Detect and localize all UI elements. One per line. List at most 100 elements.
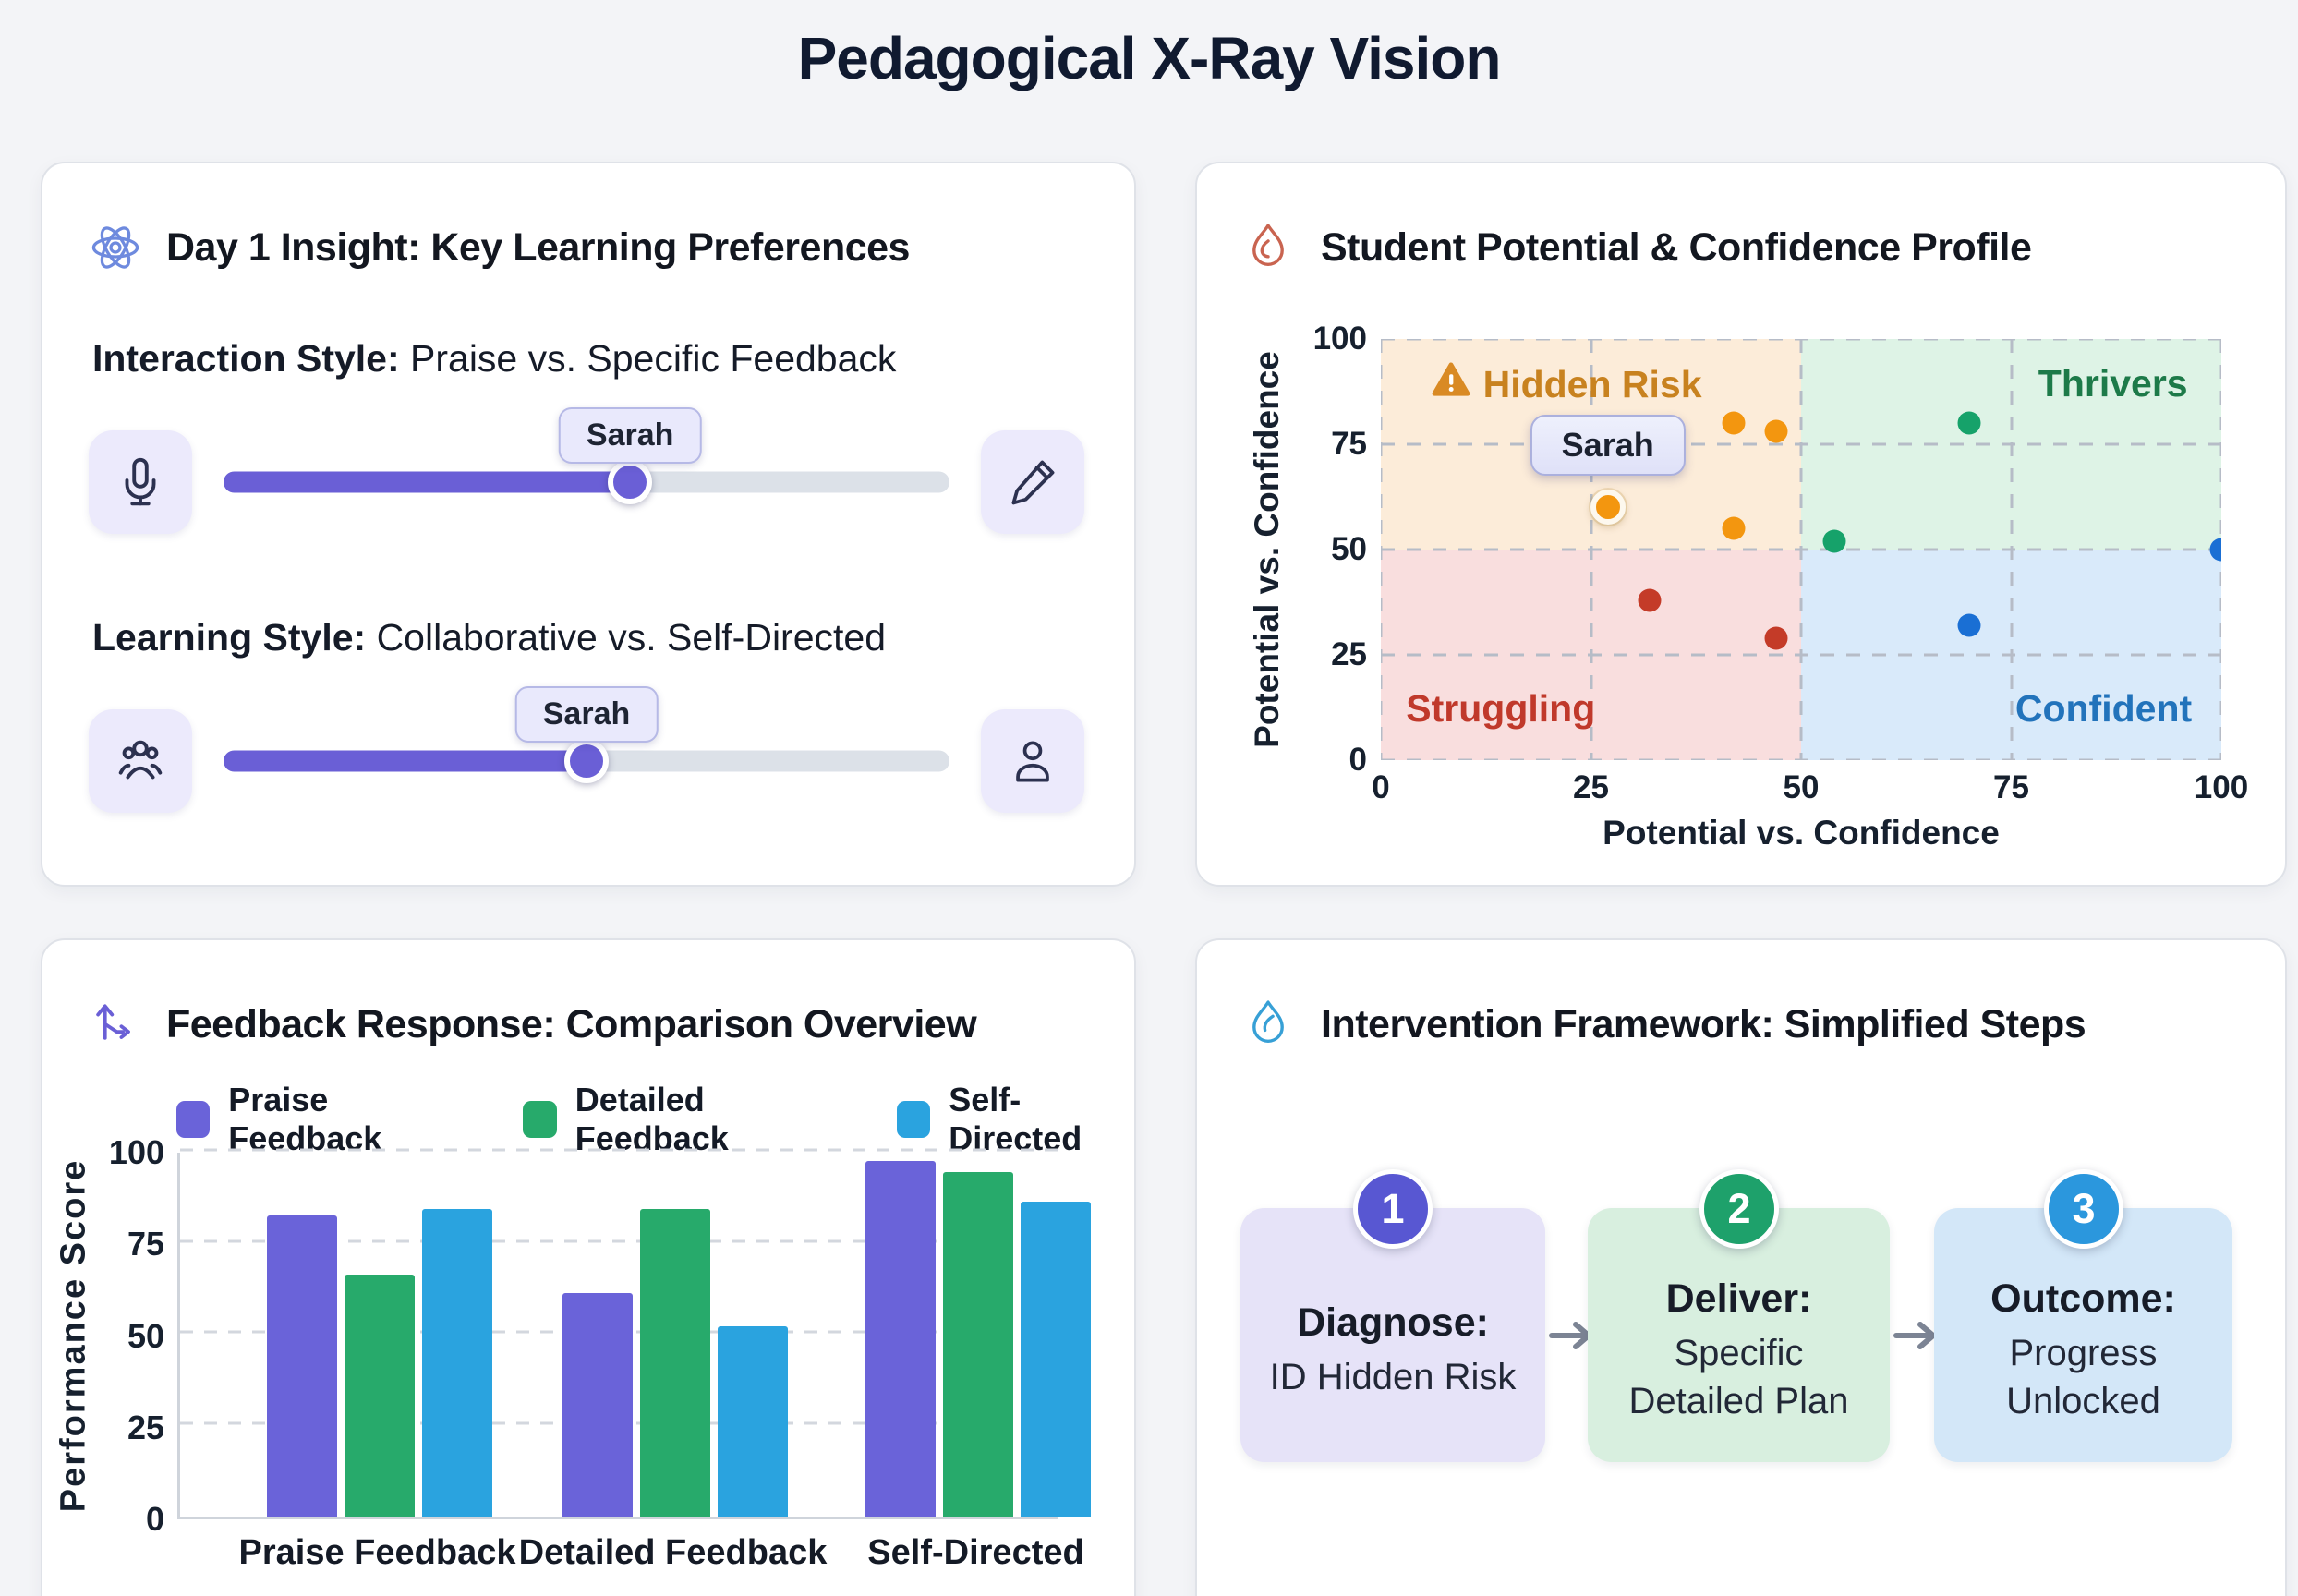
- gridline: [2010, 339, 2013, 760]
- gridline: [1381, 548, 2221, 551]
- bar-praise-feedback: [562, 1292, 633, 1517]
- y-tick-label: 0: [1349, 742, 1367, 778]
- scatter-point-sarah: [1590, 490, 1626, 526]
- legend-swatch: [897, 1101, 931, 1138]
- quadrant-label-struggling: Struggling: [1406, 687, 1595, 731]
- step-3-card: Outcome: Progress Unlocked: [1934, 1208, 2232, 1462]
- legend-label: Detailed Feedback: [574, 1081, 729, 1157]
- panel-potential-confidence: Student Potential & Confidence Profile P…: [1195, 162, 2287, 887]
- x-tick-label: 0: [1372, 769, 1390, 805]
- category-label: Praise Feedback: [238, 1533, 516, 1572]
- step-1-title: Diagnose:: [1297, 1300, 1489, 1345]
- step-2-number: 2: [1699, 1169, 1779, 1249]
- y-tick-label: 75: [1331, 426, 1367, 462]
- legend-label: Praise Feedback: [228, 1081, 382, 1157]
- people-group-icon[interactable]: [89, 709, 192, 813]
- quadrant-label-text: Hidden Risk: [1482, 362, 1702, 405]
- category-label: Self-Directed: [867, 1533, 1084, 1572]
- step-2-line: Detailed Plan: [1628, 1381, 1849, 1421]
- scatter-point-thrivers-students: [1957, 411, 1981, 435]
- step-1-line: ID Hidden Risk: [1269, 1357, 1517, 1397]
- panel2-title: Student Potential & Confidence Profile: [1321, 224, 2032, 270]
- person-icon[interactable]: [981, 709, 1084, 813]
- panel1-header: Day 1 Insight: Key Learning Preferences: [89, 221, 910, 274]
- quadrant-label-confident: Confident: [2015, 687, 2192, 731]
- bar-category-labels: Praise Feedback Detailed Feedback Self-Dir…: [177, 1533, 1084, 1579]
- bar-praise-feedback: [267, 1215, 337, 1517]
- x-tick-label: 50: [1783, 769, 1820, 805]
- step-2-card: Deliver: Specific Detailed Plan: [1588, 1208, 1890, 1462]
- scatter-y-ticks: 0 25 50 75 100: [1286, 320, 1367, 778]
- y-tick-label: 100: [1312, 320, 1367, 357]
- slider-fill: [224, 471, 631, 493]
- slider-fill: [224, 750, 587, 772]
- scatter-plot-area: Hidden Risk Thrivers Struggling Confident Sa…: [1381, 339, 2221, 760]
- step-2-title: Deliver:: [1665, 1276, 1812, 1321]
- legend-swatch: [176, 1101, 211, 1138]
- step-3-number: 3: [2044, 1169, 2123, 1249]
- microphone-icon[interactable]: [89, 430, 192, 534]
- y-tick-label: 50: [127, 1316, 164, 1355]
- slider-handle[interactable]: [564, 739, 609, 783]
- x-tick-label: 100: [2194, 769, 2249, 805]
- route-arrows-icon: [89, 998, 142, 1051]
- learning-style-label: Learning Style: Collaborative vs. Self-D…: [92, 616, 887, 659]
- interaction-style-label: Interaction Style: Praise vs. Specific F…: [92, 337, 897, 380]
- panel4-header: Intervention Framework: Simplified Steps: [1243, 998, 2086, 1051]
- scatter-x-axis-label: Potential vs. Confidence: [1603, 814, 2000, 852]
- blue-flame-icon: [1243, 998, 1297, 1051]
- step-1-card: Diagnose: ID Hidden Risk: [1240, 1208, 1545, 1462]
- gridline: [1381, 758, 2221, 760]
- slider-handle[interactable]: [608, 460, 653, 504]
- legend-item-praise-feedback[interactable]: Praise Feedback: [176, 1081, 466, 1158]
- x-tick-label: 75: [1993, 769, 2029, 805]
- y-tick-label: 50: [1331, 531, 1367, 567]
- scatter-point-confident-students: [2209, 538, 2221, 562]
- quadrant-label-text: Struggling: [1406, 687, 1596, 731]
- scatter-point-hidden-risk-students: [1764, 419, 1788, 443]
- pencil-icon[interactable]: [981, 430, 1084, 534]
- sarah-tooltip: Sarah: [1530, 415, 1686, 477]
- bar-group-praise-feedback: [267, 1208, 492, 1517]
- bar-self-directed: [1021, 1201, 1091, 1517]
- gridline: [1381, 653, 2221, 657]
- legend-label: Self-Directed: [949, 1081, 1082, 1157]
- panel3-header: Feedback Response: Comparison Overview: [89, 998, 977, 1051]
- bar-detailed-feedback: [943, 1171, 1013, 1517]
- sarah-tooltip: Sarah: [514, 686, 659, 743]
- arrow-right-icon: [1893, 1317, 1941, 1354]
- page-title: Pedagogical X-Ray Vision: [797, 25, 1502, 91]
- learning-style-slider[interactable]: Sarah: [224, 686, 949, 818]
- scatter-y-axis-label: Potential vs. Confidence: [1248, 351, 1286, 748]
- panel2-header: Student Potential & Confidence Profile: [1243, 221, 2032, 274]
- step-2-line: Specific: [1674, 1333, 1804, 1373]
- step-1-number: 1: [1353, 1169, 1433, 1249]
- panel-feedback-comparison: Feedback Response: Comparison Overview P…: [41, 938, 1136, 1596]
- warning-icon: [1432, 362, 1470, 406]
- legend-swatch: [523, 1101, 557, 1138]
- panel1-title: Day 1 Insight: Key Learning Preferences: [166, 224, 910, 270]
- bar-self-directed: [718, 1325, 788, 1517]
- atom-icon: [89, 221, 142, 274]
- bar-plot-area: [177, 1148, 1091, 1519]
- bar-group-detailed-feedback: [562, 1208, 788, 1517]
- interaction-style-slider[interactable]: Sarah: [224, 407, 949, 539]
- bar-praise-feedback: [865, 1160, 936, 1517]
- quadrant-label-thrivers: Thrivers: [2038, 362, 2188, 405]
- scatter-x-ticks: 0 25 50 75 100: [1372, 769, 2248, 810]
- gridline: [180, 1239, 1058, 1242]
- step-3-line: Unlocked: [2006, 1381, 2160, 1421]
- quadrant-label-text: Confident: [2014, 687, 2193, 731]
- y-tick-label: 0: [145, 1500, 164, 1538]
- scatter-point-hidden-risk-students: [1722, 411, 1746, 435]
- scatter-point-struggling-students: [1638, 588, 1662, 612]
- quadrant-label-hidden-risk: Hidden Risk: [1432, 362, 1702, 406]
- legend-item-self-directed[interactable]: Self-Directed: [897, 1081, 1134, 1158]
- legend-item-detailed-feedback[interactable]: Detailed Feedback: [523, 1081, 840, 1158]
- flame-icon: [1243, 221, 1297, 274]
- bar-y-ticks: 0 25 50 75 100: [76, 1133, 164, 1538]
- x-tick-label: 25: [1573, 769, 1609, 805]
- y-tick-label: 75: [127, 1225, 164, 1264]
- panel-intervention-framework: Intervention Framework: Simplified Steps…: [1195, 938, 2287, 1596]
- interaction-style-row: Sarah: [89, 407, 1084, 539]
